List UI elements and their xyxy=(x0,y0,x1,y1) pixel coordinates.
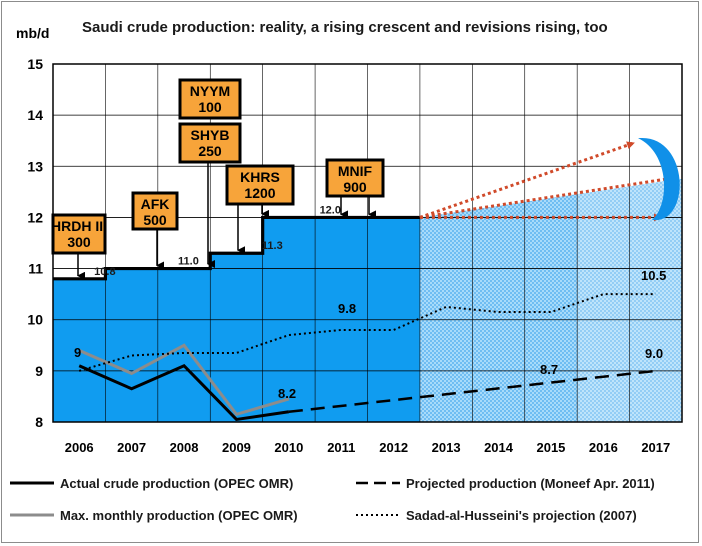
y-tick-label: 15 xyxy=(27,56,43,72)
series-lines xyxy=(78,293,656,422)
value-annotation: 9.8 xyxy=(338,301,356,316)
y-tick-label: 8 xyxy=(35,414,43,430)
project-box-bg xyxy=(325,158,385,198)
project-capacity: 900 xyxy=(343,179,367,195)
capacity-step-labels: 10.8 11.0 11.3 12.0 xyxy=(94,204,341,277)
y-tick-label: 13 xyxy=(27,158,43,174)
plot-border xyxy=(52,63,683,423)
project-capacity: 250 xyxy=(198,143,222,159)
x-tick-label: 2012 xyxy=(379,440,408,455)
legend: Actual crude production (OPEC OMR) Max. m… xyxy=(10,476,655,523)
future-capacity-fill xyxy=(419,179,682,422)
step-label: 11.3 xyxy=(262,240,283,252)
project-box-bg xyxy=(131,191,179,231)
value-annotation: 9 xyxy=(74,345,81,360)
crescent-arrow xyxy=(419,174,678,219)
y-tick-label: 12 xyxy=(27,209,43,225)
project-capacity: 1200 xyxy=(244,185,275,201)
y-axis-unit-label: mb/d xyxy=(16,25,49,41)
project-annotations: HRDH III300AFK500NYYM100SHYB250KHRS1200M… xyxy=(51,78,385,280)
x-tick-label: 2014 xyxy=(484,440,514,455)
crescent xyxy=(638,137,680,221)
series-line xyxy=(78,343,290,417)
project-box-bg xyxy=(225,164,295,206)
step-label: 12.0 xyxy=(320,204,341,216)
project-name: SHYB xyxy=(191,127,230,143)
legend-label: Max. monthly production (OPEC OMR) xyxy=(60,508,298,523)
series-line xyxy=(78,363,290,422)
x-tick-label: 2009 xyxy=(222,440,251,455)
crescent-arrows xyxy=(419,137,680,222)
crescent-arrow xyxy=(419,141,635,219)
value-annotation: 9.0 xyxy=(645,346,663,361)
project-box-bg xyxy=(178,78,242,120)
x-tick-label: 2007 xyxy=(117,440,146,455)
legend-label: Projected production (Moneef Apr. 2011) xyxy=(406,476,655,491)
project-name: AFK xyxy=(141,196,170,212)
value-annotations: 9 8.2 9.8 8.7 9.0 10.5 xyxy=(74,268,666,401)
x-tick-label: 2010 xyxy=(274,440,303,455)
step-label: 11.0 xyxy=(178,256,199,268)
project-name: MNIF xyxy=(338,163,373,179)
x-tick-label: 2008 xyxy=(170,440,199,455)
project-name: HRDH III xyxy=(51,218,107,234)
project-capacity: 300 xyxy=(67,234,91,250)
x-tick-label: 2016 xyxy=(589,440,618,455)
value-annotation: 10.5 xyxy=(641,268,666,283)
series-line xyxy=(78,293,656,372)
series-line xyxy=(288,369,656,414)
legend-label: Actual crude production (OPEC OMR) xyxy=(60,476,293,491)
x-tick-label: 2011 xyxy=(327,440,355,455)
legend-label: Sadad-al-Husseini's projection (2007) xyxy=(406,508,637,523)
axes xyxy=(52,63,683,423)
y-tick-label: 9 xyxy=(35,363,43,379)
y-tick-label: 10 xyxy=(27,312,43,328)
x-tick-label: 2013 xyxy=(432,440,461,455)
capacity-step-path xyxy=(53,215,420,281)
value-annotation: 8.2 xyxy=(278,386,296,401)
chart-title: Saudi crude production: reality, a risin… xyxy=(82,19,608,36)
y-tick-label: 14 xyxy=(27,107,43,123)
project-box-bg xyxy=(178,122,242,164)
value-annotation: 8.7 xyxy=(540,362,558,377)
y-tick-labels: 8 9 10 11 12 13 14 15 xyxy=(27,56,43,430)
y-tick-label: 11 xyxy=(28,261,43,277)
project-name: KHRS xyxy=(240,169,280,185)
x-tick-labels: 2006 2007 2008 2009 2010 2011 2012 2013 2014 2015… xyxy=(65,440,671,455)
capacity-step-line xyxy=(53,215,420,281)
step-label: 10.8 xyxy=(94,266,115,278)
project-capacity: 500 xyxy=(143,212,167,228)
x-tick-label: 2006 xyxy=(65,440,94,455)
x-tick-label: 2015 xyxy=(536,440,565,455)
x-tick-label: 2017 xyxy=(641,440,670,455)
project-name: NYYM xyxy=(190,83,230,99)
project-capacity: 100 xyxy=(198,99,222,115)
